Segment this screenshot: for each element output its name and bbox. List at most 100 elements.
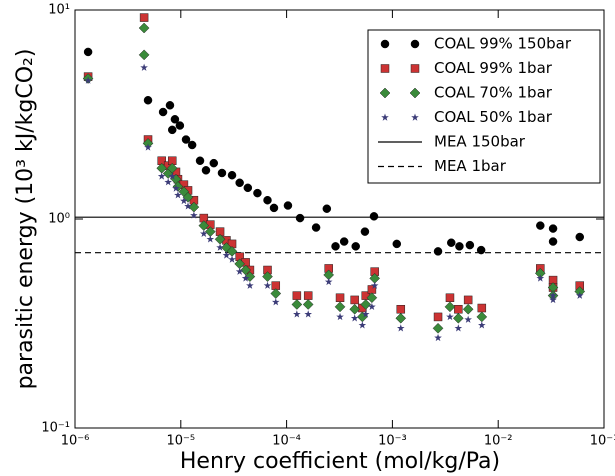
point — [293, 310, 301, 318]
point — [454, 324, 463, 332]
point — [164, 178, 172, 186]
legend-label: COAL 99% 1bar — [434, 59, 553, 77]
point — [536, 221, 545, 230]
point — [167, 125, 177, 135]
point — [157, 172, 166, 180]
point — [174, 191, 182, 199]
x-tick-label: 10⁻⁶ — [61, 434, 90, 449]
point — [246, 281, 254, 289]
point — [575, 232, 585, 242]
point — [262, 271, 273, 282]
point — [465, 240, 475, 250]
legend-label: COAL 70% 1bar — [434, 84, 553, 102]
point — [235, 267, 244, 275]
legend-marker — [411, 113, 419, 121]
point — [331, 242, 340, 251]
point — [138, 49, 150, 61]
point — [172, 184, 180, 192]
point — [228, 255, 236, 263]
legend-marker — [410, 39, 420, 49]
point — [370, 281, 379, 289]
legend-label: COAL 99% 150bar — [434, 35, 572, 53]
point — [361, 310, 370, 318]
point — [452, 312, 464, 324]
point — [549, 291, 557, 299]
point — [181, 135, 191, 144]
point — [139, 13, 149, 22]
point — [334, 301, 346, 313]
point — [243, 183, 253, 193]
point — [168, 172, 177, 180]
point — [270, 288, 282, 299]
x-tick-label: 10⁻² — [484, 434, 513, 449]
point — [396, 304, 406, 314]
point — [235, 178, 244, 188]
point — [433, 247, 443, 256]
point — [209, 158, 219, 168]
x-tick-label: 10⁻³ — [378, 434, 407, 449]
point — [269, 203, 279, 213]
point — [395, 312, 407, 324]
point — [144, 143, 152, 151]
legend-marker — [379, 87, 391, 99]
point — [446, 312, 454, 321]
point — [187, 140, 197, 150]
point — [311, 223, 321, 232]
point — [283, 201, 293, 210]
point — [455, 242, 464, 251]
point — [548, 237, 558, 246]
point — [190, 211, 198, 219]
point — [322, 204, 332, 213]
point — [369, 212, 379, 221]
y-tick-label: 10¹ — [48, 3, 70, 18]
point — [302, 299, 314, 310]
point — [336, 312, 344, 321]
point — [368, 302, 376, 311]
point — [548, 224, 558, 233]
point — [396, 324, 405, 332]
point — [350, 314, 359, 322]
point — [170, 115, 180, 124]
point — [184, 202, 192, 210]
legend-marker — [410, 64, 420, 73]
point — [575, 291, 584, 299]
point — [349, 303, 361, 315]
point — [463, 295, 473, 305]
point — [476, 311, 488, 323]
point — [140, 63, 148, 71]
point — [360, 299, 372, 310]
y-axis-label: parasitic energy (10³ kJ/kgCO₂) — [13, 49, 38, 390]
point — [291, 299, 303, 310]
point — [143, 95, 153, 105]
point — [263, 281, 272, 289]
point — [477, 303, 487, 313]
point — [304, 310, 312, 318]
point — [445, 293, 455, 302]
point — [478, 321, 486, 329]
point — [447, 238, 456, 247]
point — [366, 292, 378, 304]
point — [241, 274, 250, 282]
point — [454, 304, 463, 314]
legend-label: MEA 1bar — [434, 157, 507, 175]
x-tick-label: 10⁻⁵ — [166, 434, 195, 449]
point — [432, 322, 444, 334]
legend-marker — [409, 87, 421, 99]
point — [549, 295, 557, 304]
point — [227, 170, 237, 180]
point — [84, 76, 92, 84]
point — [271, 298, 280, 306]
point — [217, 168, 227, 178]
point — [476, 245, 486, 255]
point — [464, 315, 472, 323]
point — [444, 301, 456, 313]
point — [350, 295, 359, 305]
point — [216, 243, 224, 251]
point — [434, 333, 442, 342]
point — [83, 47, 93, 57]
point — [201, 166, 211, 175]
point — [200, 229, 208, 237]
point — [158, 107, 168, 117]
point — [138, 22, 150, 34]
